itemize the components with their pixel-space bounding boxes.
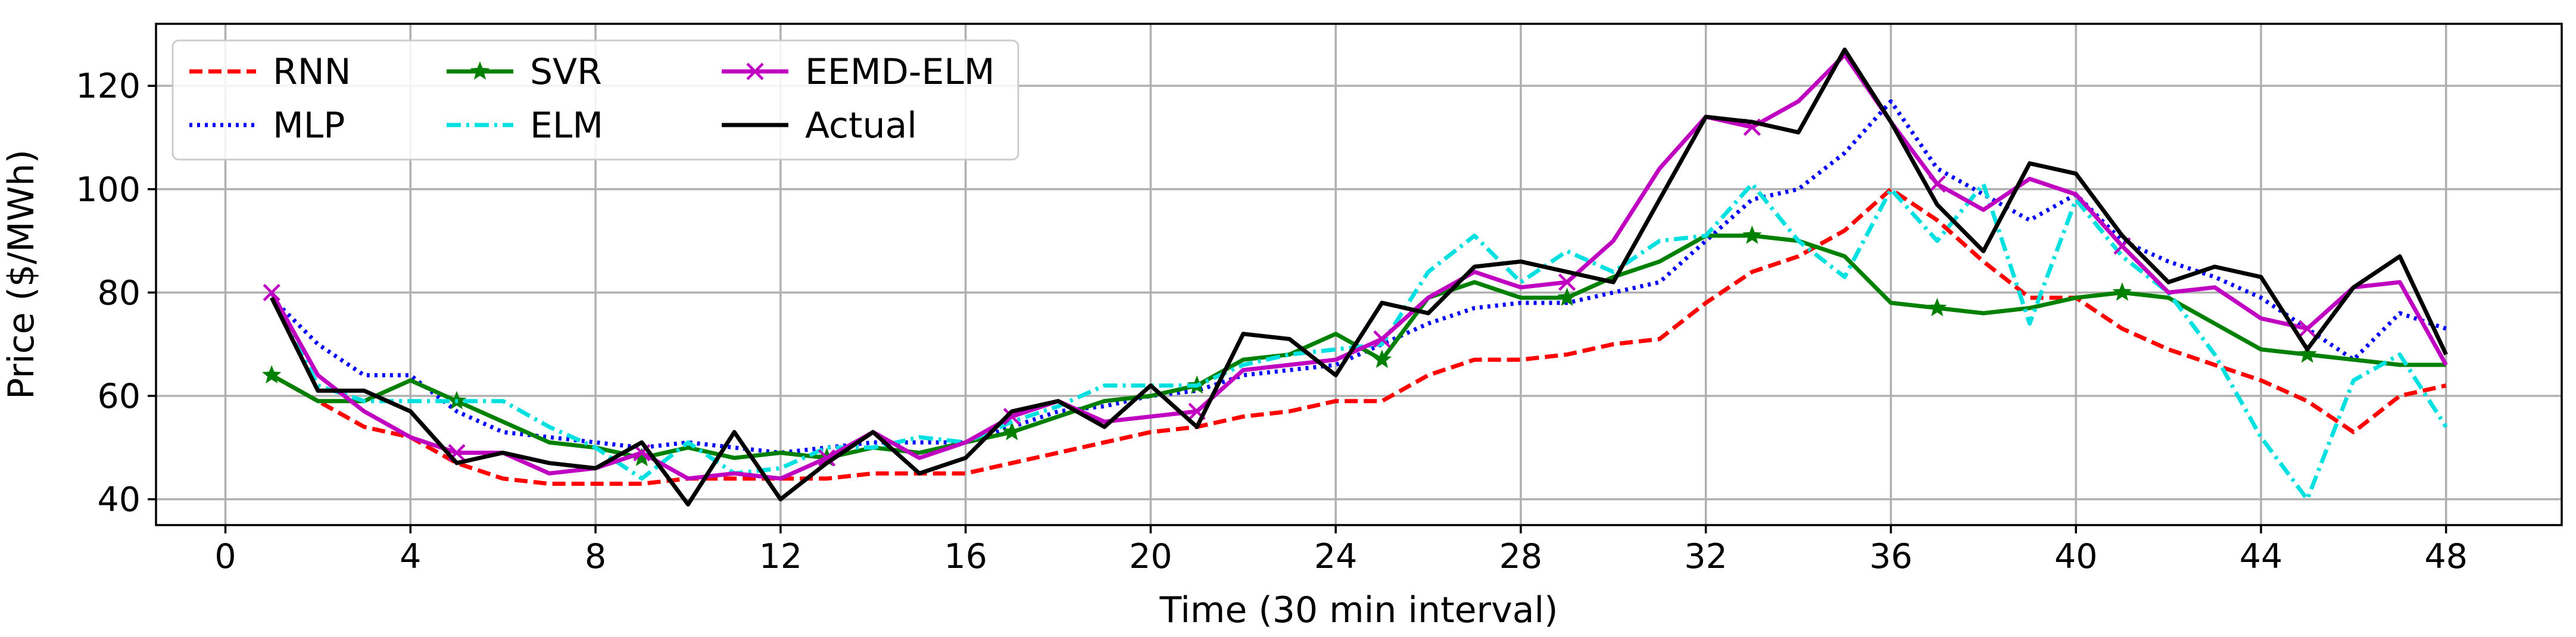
legend-entry-eemd-elm: EEMD-ELM [722,51,995,93]
series-rnn [270,187,2447,486]
data-point-svr [1742,225,1762,244]
series-actual [270,47,2448,507]
y-tick-label: 80 [97,273,141,313]
legend-label: SVR [530,51,602,93]
series-line-eemd-elm [270,52,2448,481]
legend-label: RNN [273,51,351,93]
data-point-svr [2297,344,2317,363]
series-line-mlp [270,99,2447,455]
legend-entry-svr: SVR [447,51,602,93]
legend-label: Actual [805,105,917,146]
x-tick-label: 28 [1499,537,1543,576]
x-tick-label: 16 [944,537,987,576]
series-line-actual [270,47,2448,507]
series-line-elm [270,182,2448,502]
legend-marker [746,63,764,80]
y-tick-label: 120 [76,67,141,106]
y-tick-label: 60 [97,377,141,416]
x-axis-title: Time (30 min interval) [1159,589,1558,631]
legend-entry-mlp: MLP [189,105,345,146]
legend-entry-actual: Actual [722,105,917,146]
legend-box [171,39,1019,161]
data-point-svr [1927,298,1947,317]
legend: RNN MLP SVR ELM EEMD-ELM Actual [171,39,1019,161]
x-tick-label: 36 [1869,537,1913,576]
data-point-svr [262,365,282,384]
legend-label: EEMD-ELM [805,51,995,93]
x-tick-label: 20 [1129,537,1172,576]
y-tick-label: 40 [97,480,141,520]
legend-label: MLP [273,105,345,146]
x-tick-label: 40 [2054,537,2098,576]
data-point-svr [1002,421,1022,441]
data-point-eemd-elm [1928,175,1946,193]
series-mlp [270,99,2447,455]
x-tick-label: 0 [214,537,236,576]
data-point-svr [1557,288,1577,306]
y-tick-label: 100 [76,170,141,210]
data-point-eemd-elm [1373,330,1391,348]
x-tick-label: 4 [400,537,421,576]
plot-frame [155,23,2563,526]
x-tick-label: 48 [2425,537,2468,576]
y-axis-title: Price ($/MWh) [1,149,42,399]
data-point-eemd-elm [818,449,836,467]
series-elm [270,182,2448,502]
data-point-eemd-elm [1558,273,1576,291]
x-tick-label: 12 [759,537,803,576]
data-point-svr [1372,349,1392,369]
legend-marker [470,61,490,80]
legend-entry-elm: ELM [447,105,603,146]
legend-entry-rnn: RNN [189,51,351,93]
x-tick-label: 32 [1684,537,1727,576]
x-tick-label: 44 [2240,537,2283,576]
series-lines [262,47,2448,507]
x-tick-label: 24 [1314,537,1358,576]
x-tick-label: 8 [585,537,606,576]
data-point-svr [2112,282,2132,301]
series-line-rnn [270,187,2447,486]
legend-label: ELM [530,105,603,146]
data-point-eemd-elm [263,283,280,301]
data-point-eemd-elm [2299,320,2316,338]
